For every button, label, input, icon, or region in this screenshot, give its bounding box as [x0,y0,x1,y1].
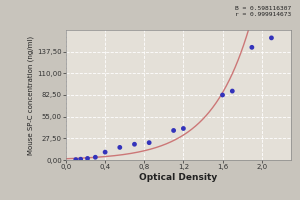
Y-axis label: Mouse SP-C concentration (ng/ml): Mouse SP-C concentration (ng/ml) [28,35,34,155]
Point [181,127,186,130]
Point [78,158,83,161]
Point [220,93,225,97]
Point [250,46,254,49]
Point [132,143,137,146]
Point [230,89,235,93]
Point [74,158,78,161]
Point [85,157,90,160]
Text: B = 0.598116307
r = 0.999914673: B = 0.598116307 r = 0.999914673 [235,6,291,17]
Point [93,156,98,159]
Point [269,36,274,39]
X-axis label: Optical Density: Optical Density [140,173,218,182]
Point [171,129,176,132]
Point [103,151,107,154]
Point [117,146,122,149]
Point [147,141,152,144]
